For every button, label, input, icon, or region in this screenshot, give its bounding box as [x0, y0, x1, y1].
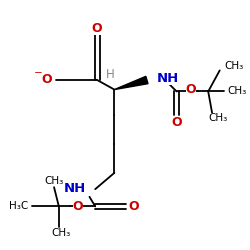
Text: O: O	[73, 200, 83, 213]
Text: NH: NH	[156, 72, 179, 85]
Text: H₃C: H₃C	[9, 202, 28, 211]
Text: O: O	[128, 200, 139, 213]
Text: CH₃: CH₃	[208, 113, 228, 123]
Text: NH: NH	[64, 182, 86, 195]
Text: O: O	[41, 74, 52, 86]
Text: H: H	[106, 68, 115, 81]
Text: O: O	[186, 83, 196, 96]
Text: CH₃: CH₃	[224, 61, 244, 71]
Text: CH₃: CH₃	[44, 176, 64, 186]
Text: CH₃: CH₃	[227, 86, 246, 97]
Text: −: −	[34, 68, 42, 78]
Text: O: O	[171, 116, 182, 129]
Text: CH₃: CH₃	[51, 228, 70, 238]
Text: O: O	[92, 22, 102, 35]
Polygon shape	[114, 76, 148, 90]
